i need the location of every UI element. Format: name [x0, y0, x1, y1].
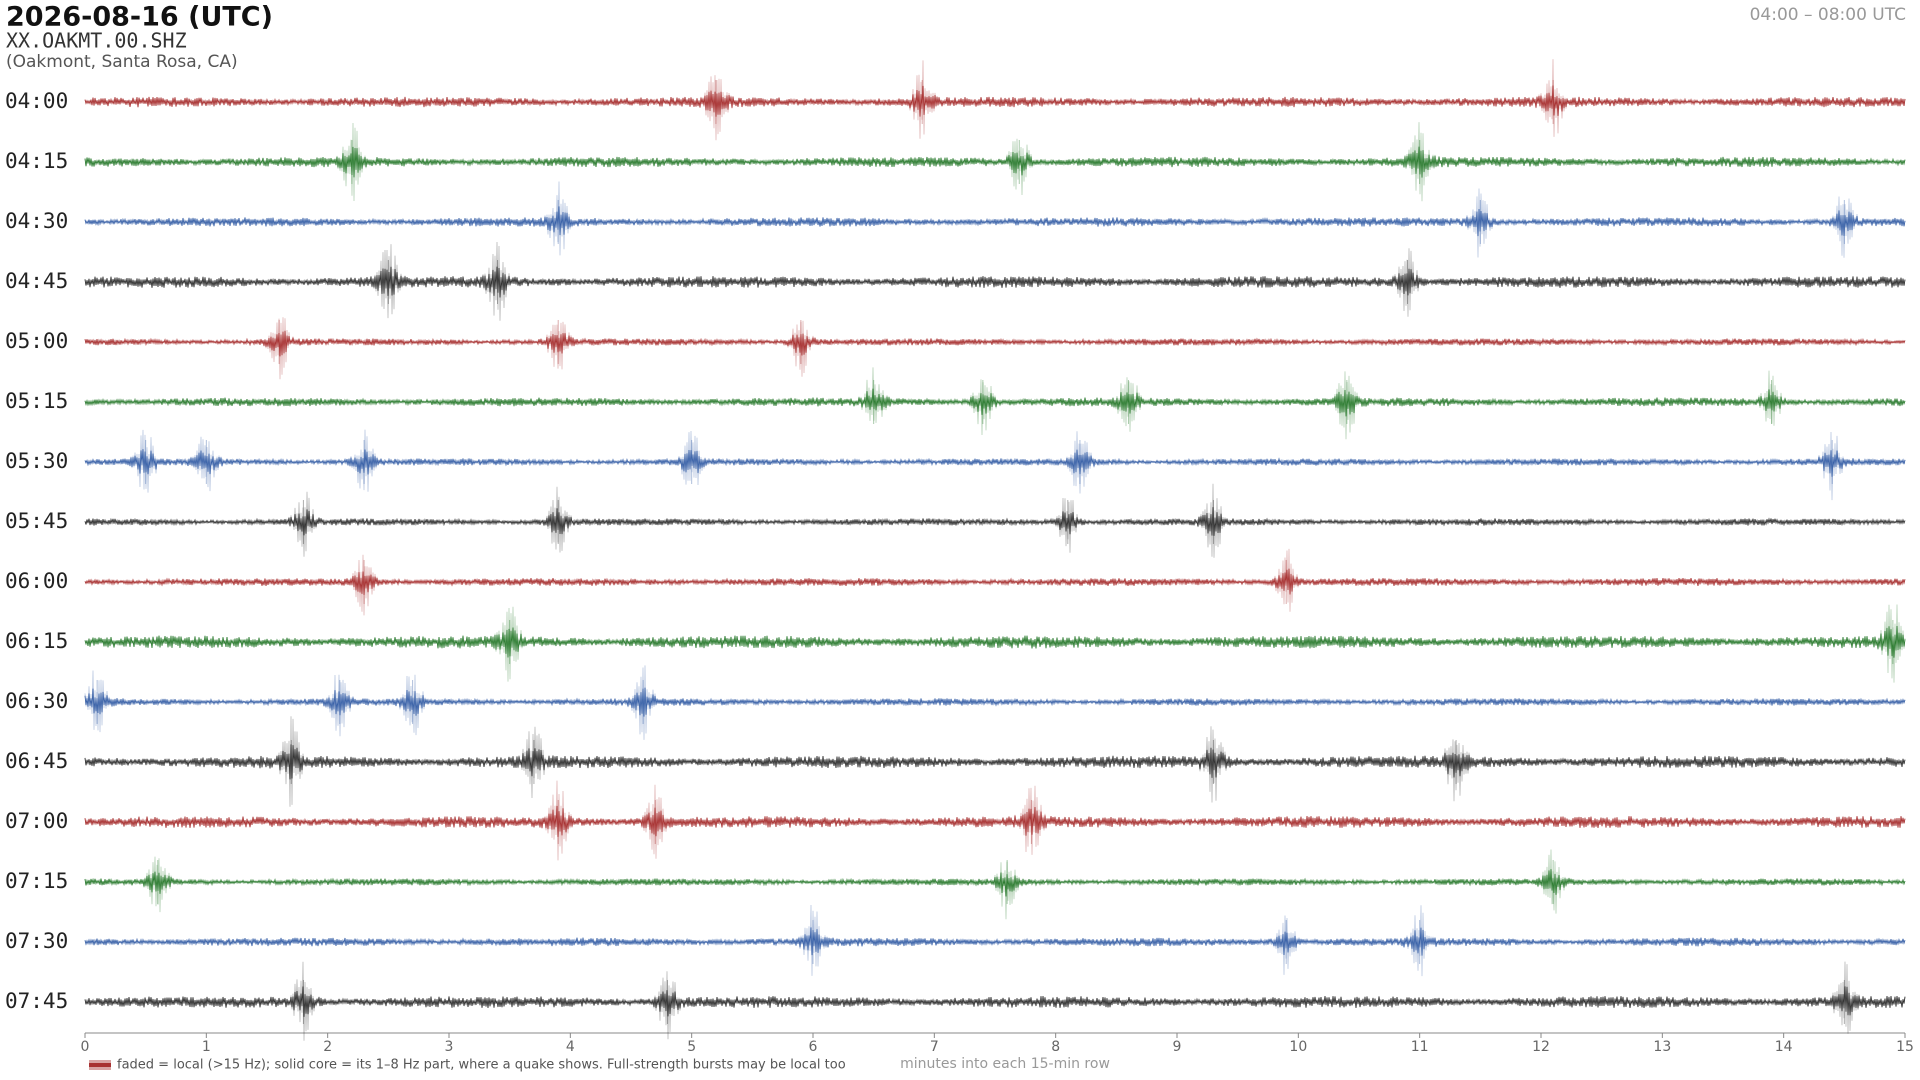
trace — [84, 625, 1906, 658]
trace — [84, 388, 1906, 417]
x-tick-label: 13 — [1653, 1039, 1671, 1055]
x-tick-label: 10 — [1289, 1039, 1307, 1055]
trace — [84, 869, 1906, 897]
x-tick-label: 14 — [1775, 1039, 1793, 1055]
row-label: 07:00 — [5, 809, 68, 833]
trace — [84, 805, 1906, 837]
legend-text: faded = local (>15 Hz); solid core = its… — [117, 1058, 846, 1073]
x-tick-label: 4 — [566, 1039, 575, 1055]
x-tick-label: 8 — [1051, 1039, 1060, 1055]
row-label: 05:15 — [5, 389, 68, 413]
row-label: 06:15 — [5, 629, 68, 653]
legend-swatch-core — [89, 1063, 111, 1067]
trace — [84, 927, 1906, 956]
x-tick-label: 1 — [202, 1039, 211, 1055]
row-label: 06:00 — [5, 569, 68, 593]
x-tick-label: 12 — [1532, 1039, 1550, 1055]
x-tick-label: 7 — [930, 1039, 939, 1055]
trace-faded — [84, 317, 1906, 380]
trace — [84, 330, 1906, 357]
x-tick-label: 3 — [445, 1039, 454, 1055]
row-label: 04:15 — [5, 149, 68, 173]
row-label: 06:30 — [5, 689, 68, 713]
x-axis-label: minutes into each 15-min row — [900, 1056, 1110, 1072]
row-label: 07:15 — [5, 869, 68, 893]
x-tick-label: 6 — [809, 1039, 818, 1055]
row-label: 04:45 — [5, 269, 68, 293]
trace — [84, 266, 1906, 298]
trace — [84, 206, 1906, 237]
row-label: 06:45 — [5, 749, 68, 773]
trace — [84, 986, 1906, 1017]
x-tick-label: 11 — [1411, 1039, 1429, 1055]
x-tick-label: 5 — [687, 1039, 696, 1055]
trace — [84, 687, 1906, 717]
trace — [84, 146, 1906, 178]
trace — [84, 744, 1906, 780]
title: 2026-08-16 (UTC) — [6, 2, 273, 33]
x-tick-label: 15 — [1896, 1039, 1914, 1055]
row-label: 04:00 — [5, 89, 68, 113]
row-label: 05:45 — [5, 509, 68, 533]
row-label: 05:00 — [5, 329, 68, 353]
x-tick-label: 9 — [1173, 1039, 1182, 1055]
trace — [84, 507, 1906, 536]
time-range: 04:00 – 08:00 UTC — [1750, 5, 1906, 25]
location: (Oakmont, Santa Rosa, CA) — [6, 52, 238, 72]
trace — [84, 85, 1906, 117]
row-label: 04:30 — [5, 209, 68, 233]
row-label: 05:30 — [5, 449, 68, 473]
trace — [84, 568, 1906, 595]
row-label: 07:45 — [5, 989, 68, 1013]
trace — [84, 449, 1906, 477]
station: XX.OAKMT.00.SHZ — [6, 29, 187, 53]
x-tick-label: 2 — [323, 1039, 332, 1055]
x-tick-label: 0 — [81, 1039, 90, 1055]
row-label: 07:30 — [5, 929, 68, 953]
